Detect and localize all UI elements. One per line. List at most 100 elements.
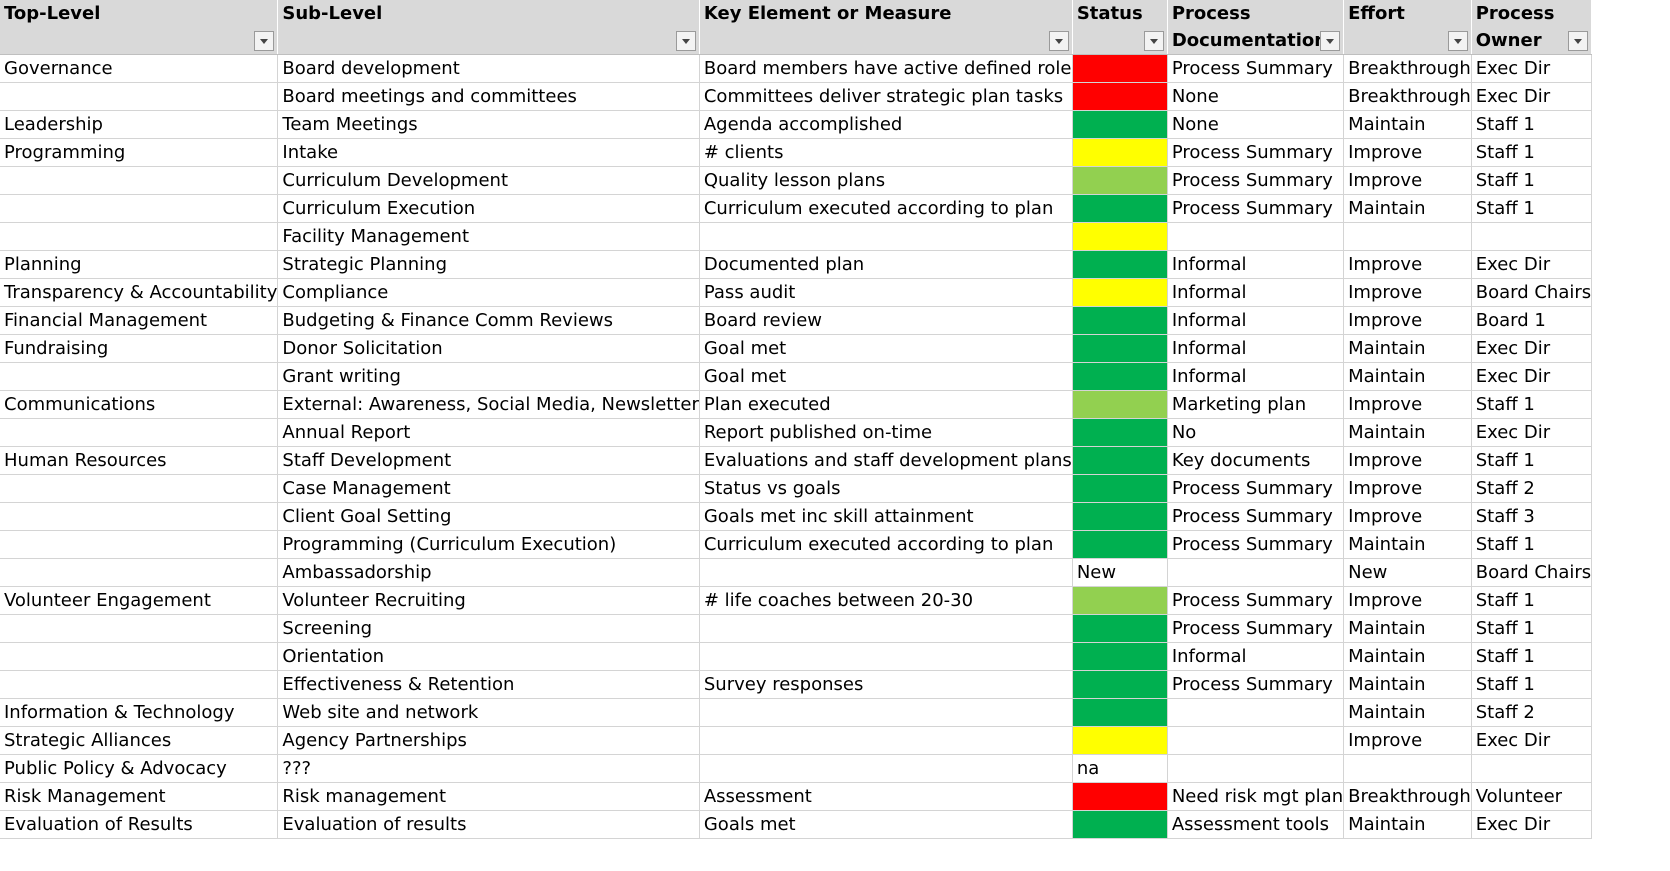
cell-process-documentation[interactable]: Marketing plan [1167, 390, 1345, 419]
cell-status[interactable] [1072, 362, 1168, 391]
cell-key-element[interactable] [699, 614, 1073, 643]
cell-status[interactable] [1072, 54, 1168, 83]
cell-effort[interactable]: Maintain [1343, 642, 1472, 671]
cell-process-owner[interactable]: Staff 1 [1471, 110, 1593, 139]
cell-sub-level[interactable]: Strategic Planning [277, 250, 700, 279]
cell-top-level[interactable]: Planning [0, 250, 279, 279]
cell-process-documentation[interactable]: Process Summary [1167, 138, 1345, 167]
cell-sub-level[interactable]: Web site and network [277, 698, 700, 727]
cell-top-level[interactable] [0, 362, 279, 391]
cell-key-element[interactable]: Documented plan [699, 250, 1073, 279]
cell-effort[interactable]: Improve [1343, 250, 1472, 279]
cell-process-owner[interactable]: Staff 1 [1471, 194, 1593, 223]
cell-process-documentation[interactable]: Process Summary [1167, 474, 1345, 503]
cell-top-level[interactable] [0, 418, 279, 447]
cell-key-element[interactable]: Goals met [699, 810, 1073, 839]
cell-process-owner[interactable]: Exec Dir [1471, 334, 1593, 363]
cell-sub-level[interactable]: External: Awareness, Social Media, Newsl… [277, 390, 700, 419]
cell-sub-level[interactable]: Intake [277, 138, 700, 167]
cell-process-owner[interactable]: Staff 1 [1471, 138, 1593, 167]
cell-key-element[interactable]: Quality lesson plans [699, 166, 1073, 195]
cell-process-owner[interactable]: Staff 2 [1471, 698, 1593, 727]
cell-status[interactable] [1072, 810, 1168, 839]
cell-sub-level[interactable]: Board meetings and committees [277, 82, 700, 111]
cell-top-level[interactable]: Information & Technology [0, 698, 279, 727]
cell-key-element[interactable]: Status vs goals [699, 474, 1073, 503]
cell-top-level[interactable] [0, 222, 279, 251]
cell-sub-level[interactable]: Annual Report [277, 418, 700, 447]
cell-sub-level[interactable]: Budgeting & Finance Comm Reviews [277, 306, 700, 335]
cell-top-level[interactable] [0, 642, 279, 671]
cell-sub-level[interactable]: Grant writing [277, 362, 700, 391]
cell-top-level[interactable] [0, 614, 279, 643]
cell-key-element[interactable]: Agenda accomplished [699, 110, 1073, 139]
filter-dropdown-button[interactable] [1143, 31, 1164, 51]
cell-status[interactable] [1072, 138, 1168, 167]
cell-sub-level[interactable]: Compliance [277, 278, 700, 307]
cell-process-documentation[interactable]: Process Summary [1167, 502, 1345, 531]
cell-key-element[interactable] [699, 754, 1073, 783]
cell-effort[interactable]: Maintain [1343, 194, 1472, 223]
cell-process-owner[interactable]: Staff 1 [1471, 446, 1593, 475]
cell-status[interactable] [1072, 222, 1168, 251]
cell-process-owner[interactable]: Exec Dir [1471, 362, 1593, 391]
cell-sub-level[interactable]: Agency Partnerships [277, 726, 700, 755]
filter-dropdown-button[interactable] [1447, 31, 1468, 51]
cell-process-documentation[interactable]: Informal [1167, 334, 1345, 363]
cell-status[interactable] [1072, 698, 1168, 727]
cell-process-documentation[interactable]: No [1167, 418, 1345, 447]
cell-process-owner[interactable]: Staff 1 [1471, 586, 1593, 615]
cell-status[interactable]: na [1072, 754, 1168, 783]
filter-dropdown-button[interactable] [1048, 31, 1069, 51]
filter-dropdown-button[interactable] [254, 31, 275, 51]
cell-status[interactable] [1072, 306, 1168, 335]
cell-key-element[interactable]: Survey responses [699, 670, 1073, 699]
cell-status[interactable] [1072, 474, 1168, 503]
cell-process-owner[interactable]: Staff 1 [1471, 166, 1593, 195]
cell-process-owner[interactable]: Exec Dir [1471, 82, 1593, 111]
cell-sub-level[interactable]: Curriculum Development [277, 166, 700, 195]
cell-status[interactable] [1072, 614, 1168, 643]
cell-status[interactable] [1072, 418, 1168, 447]
cell-effort[interactable]: Maintain [1343, 670, 1472, 699]
cell-key-element[interactable]: Assessment [699, 782, 1073, 811]
cell-effort[interactable]: Improve [1343, 474, 1472, 503]
cell-effort[interactable]: Maintain [1343, 334, 1472, 363]
cell-effort[interactable]: Improve [1343, 306, 1472, 335]
cell-process-owner[interactable]: Staff 1 [1471, 390, 1593, 419]
cell-effort[interactable]: Improve [1343, 138, 1472, 167]
cell-process-documentation[interactable] [1167, 558, 1345, 587]
cell-process-documentation[interactable]: Key documents [1167, 446, 1345, 475]
cell-top-level[interactable]: Evaluation of Results [0, 810, 279, 839]
filter-dropdown-button[interactable] [675, 31, 696, 51]
cell-effort[interactable]: New [1343, 558, 1472, 587]
cell-effort[interactable] [1343, 222, 1472, 251]
cell-process-documentation[interactable] [1167, 726, 1345, 755]
cell-process-documentation[interactable]: Informal [1167, 250, 1345, 279]
cell-status[interactable] [1072, 530, 1168, 559]
cell-sub-level[interactable]: Facility Management [277, 222, 700, 251]
cell-process-owner[interactable]: Staff 2 [1471, 474, 1593, 503]
cell-key-element[interactable] [699, 726, 1073, 755]
cell-status[interactable] [1072, 166, 1168, 195]
cell-status[interactable] [1072, 250, 1168, 279]
cell-process-owner[interactable]: Exec Dir [1471, 418, 1593, 447]
cell-effort[interactable]: Improve [1343, 278, 1472, 307]
cell-process-owner[interactable]: Board Chairs [1471, 278, 1593, 307]
cell-process-owner[interactable]: Exec Dir [1471, 810, 1593, 839]
cell-key-element[interactable]: Committees deliver strategic plan tasks [699, 82, 1073, 111]
cell-key-element[interactable]: Report published on-time [699, 418, 1073, 447]
cell-process-owner[interactable]: Board Chairs [1471, 558, 1593, 587]
cell-sub-level[interactable]: Programming (Curriculum Execution) [277, 530, 700, 559]
cell-process-owner[interactable]: Staff 3 [1471, 502, 1593, 531]
cell-top-level[interactable]: Communications [0, 390, 279, 419]
cell-process-documentation[interactable]: None [1167, 110, 1345, 139]
cell-top-level[interactable]: Governance [0, 54, 279, 83]
cell-status[interactable]: New [1072, 558, 1168, 587]
filter-dropdown-button[interactable] [1568, 31, 1589, 51]
cell-process-owner[interactable] [1471, 222, 1593, 251]
cell-process-documentation[interactable]: Informal [1167, 642, 1345, 671]
cell-status[interactable] [1072, 82, 1168, 111]
cell-effort[interactable]: Improve [1343, 446, 1472, 475]
cell-effort[interactable]: Improve [1343, 726, 1472, 755]
